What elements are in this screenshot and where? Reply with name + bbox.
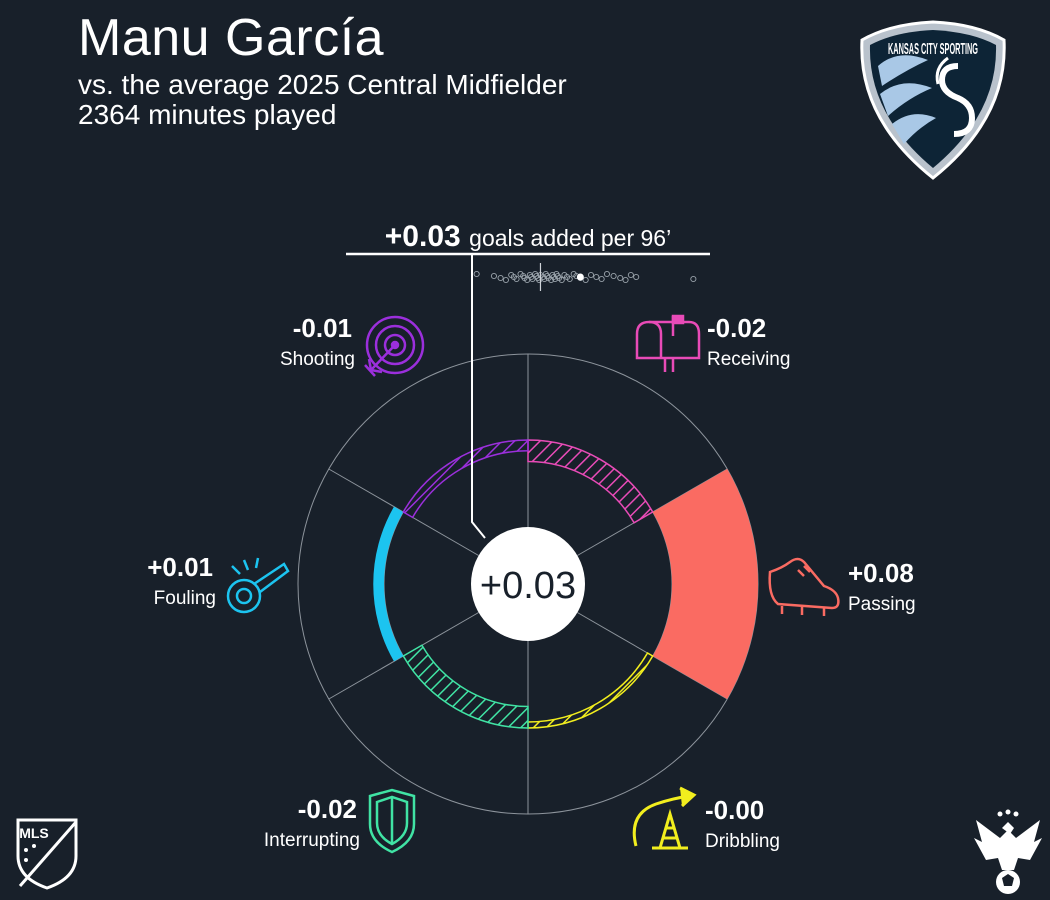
subtitle: vs. the average 2025 Central Midfielder …	[78, 70, 567, 130]
peer-point	[603, 270, 610, 278]
mailbox-icon	[635, 314, 701, 372]
peer-point	[633, 273, 640, 281]
player-point	[576, 273, 584, 281]
fouling-value-label: +0.01	[147, 552, 213, 582]
cone-arrow-icon	[632, 786, 697, 850]
bar-receiving	[527, 439, 654, 524]
interrupting-value-label: -0.02	[298, 794, 357, 824]
passing-value-label: +0.08	[848, 558, 914, 588]
mls-logo: MLS	[16, 818, 78, 890]
bar-dribbling	[527, 651, 654, 729]
peer-point	[598, 275, 605, 283]
peer-point	[497, 274, 504, 282]
peer-point	[593, 273, 600, 281]
center-total: +0.03	[480, 565, 576, 607]
receiving-value-label: -0.02	[707, 313, 766, 343]
peer-point	[627, 271, 634, 279]
interrupting-category-label: Interrupting	[264, 830, 360, 851]
shooting-category-label: Shooting	[280, 349, 355, 370]
bar-interrupting	[402, 644, 529, 729]
passing-category-label: Passing	[848, 594, 916, 615]
category-labels: -0.02 Receiving +0.08 Passing -0.00 Dribbling…	[147, 313, 915, 852]
comparison-text: vs. the average 2025 Central Midfielder	[78, 69, 567, 100]
whistle-icon	[226, 557, 290, 614]
bar-fouling	[373, 506, 404, 662]
cleat-icon	[768, 557, 840, 616]
peer-point	[473, 270, 480, 278]
headline-value: +0.03	[385, 220, 461, 253]
team-crest: KANSAS CITY SPORTING	[860, 20, 1006, 180]
center-circle	[471, 527, 585, 641]
fouling-category-label: Fouling	[154, 588, 216, 609]
headline-suffix: goals added per 96’	[469, 225, 671, 251]
dribbling-category-label: Dribbling	[705, 831, 780, 852]
svg-text:+0.03 goals added per 96: +0.03 goals added per 96’	[385, 220, 671, 253]
peer-point	[566, 275, 573, 283]
chart-headline: +0.03 goals added per 96’	[346, 220, 710, 256]
peer-point	[587, 271, 595, 279]
peer-point	[622, 276, 629, 284]
target-icon	[364, 315, 425, 377]
bar-passing	[652, 469, 758, 699]
peer-point	[582, 276, 589, 284]
eagle-logo	[974, 809, 1042, 894]
minutes-played: 2364 minutes played	[78, 99, 337, 130]
crest-text: KANSAS CITY SPORTING	[888, 41, 978, 58]
connector-line	[471, 254, 486, 539]
peer-distribution	[473, 263, 697, 291]
peer-point	[490, 272, 497, 280]
shooting-value-label: -0.01	[293, 313, 352, 343]
player-name: Manu García	[78, 9, 385, 67]
shield-icon	[368, 788, 416, 854]
peer-point	[617, 274, 624, 282]
peer-point	[690, 275, 697, 283]
receiving-category-label: Receiving	[707, 349, 790, 370]
bar-shooting	[402, 439, 529, 519]
peer-point	[610, 272, 617, 280]
peer-point	[513, 275, 520, 283]
peer-point	[558, 276, 565, 284]
dribbling-value-label: -0.00	[705, 795, 764, 825]
peer-point	[502, 276, 509, 284]
category-bars	[373, 439, 758, 729]
mls-text: MLS	[19, 825, 49, 841]
